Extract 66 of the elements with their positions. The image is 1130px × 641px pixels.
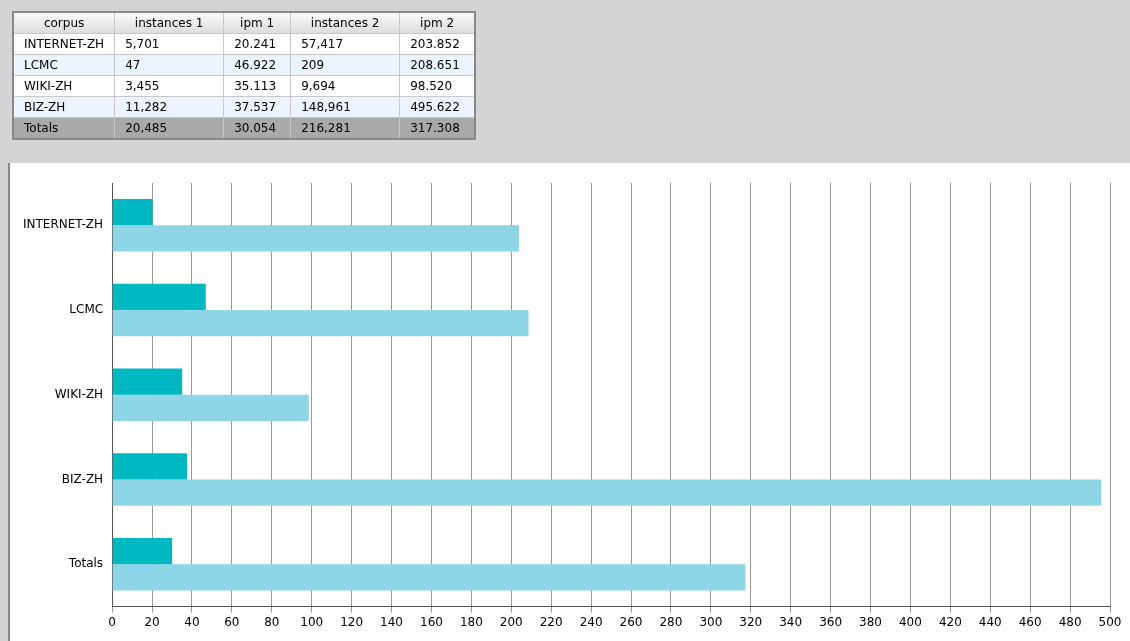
bar: [112, 310, 529, 337]
text: 9,694: [290, 75, 400, 97]
text: instances 2: [290, 12, 400, 34]
x-tick-label: 220: [539, 614, 563, 629]
x-tick-label: 460: [1018, 614, 1042, 629]
x-tick-label: 200: [499, 614, 523, 629]
x-tick-label: 120: [340, 614, 364, 629]
text: 3,455: [114, 75, 224, 97]
x-tick-label: 280: [659, 614, 683, 629]
text: 35.113: [223, 75, 291, 97]
text: ipm 2: [399, 12, 476, 34]
text: 5,701: [114, 33, 224, 55]
x-tick-label: 380: [859, 614, 882, 629]
x-tick-label: 500: [1098, 614, 1122, 629]
text: 495.622: [399, 96, 476, 118]
x-tick-label: 0: [108, 614, 116, 629]
text: 47: [114, 54, 224, 76]
text: instances 1: [114, 12, 224, 34]
bar: [112, 283, 206, 311]
bar: [112, 199, 153, 226]
text: 98.520: [399, 75, 476, 97]
text: 20,485: [114, 117, 224, 139]
bar: [112, 453, 188, 480]
bar: [112, 368, 183, 395]
text: 317.308: [399, 117, 476, 139]
bar: [112, 479, 1102, 506]
y-tick-label: INTERNET-ZH: [22, 217, 104, 232]
text: 20.241: [223, 33, 291, 55]
x-tick-label: 240: [579, 614, 603, 629]
bar: [112, 394, 309, 422]
x-tick-label: 480: [1058, 614, 1082, 629]
y-tick-label: LCMC: [69, 302, 104, 317]
x-tick-label: 80: [264, 614, 280, 629]
x-tick-label: 160: [419, 614, 443, 629]
x-tick-label: 20: [144, 614, 160, 629]
x-tick-label: 60: [224, 614, 240, 629]
bar: [112, 225, 519, 252]
x-tick-label: 440: [978, 614, 1002, 629]
text: 209: [290, 54, 400, 76]
text: 11,282: [114, 96, 224, 118]
text: 216,281: [290, 117, 400, 139]
x-tick-label: 140: [380, 614, 403, 629]
x-tick-label: 340: [779, 614, 803, 629]
x-tick-label: 40: [184, 614, 200, 629]
x-tick-label: 260: [619, 614, 643, 629]
text: 203.852: [399, 33, 476, 55]
y-tick-label: Totals: [67, 556, 104, 571]
text: 37.537: [223, 96, 291, 118]
y-tick-label: WIKI-ZH: [54, 386, 104, 401]
bar: [112, 564, 746, 591]
x-tick-label: 360: [819, 614, 843, 629]
text: 30.054: [223, 117, 291, 139]
x-tick-label: 300: [699, 614, 723, 629]
text: 57,417: [290, 33, 400, 55]
x-tick-label: 420: [938, 614, 962, 629]
x-tick-label: 180: [459, 614, 483, 629]
x-tick-label: 100: [300, 614, 324, 629]
text: 46.922: [223, 54, 291, 76]
x-tick-label: 320: [739, 614, 763, 629]
x-tick-label: 400: [898, 614, 922, 629]
text: ipm 1: [223, 12, 291, 34]
text: 148,961: [290, 96, 400, 118]
text: corpus: [13, 12, 115, 34]
text: 208.651: [399, 54, 476, 76]
bar: [112, 537, 173, 565]
y-tick-label: BIZ-ZH: [61, 471, 104, 486]
